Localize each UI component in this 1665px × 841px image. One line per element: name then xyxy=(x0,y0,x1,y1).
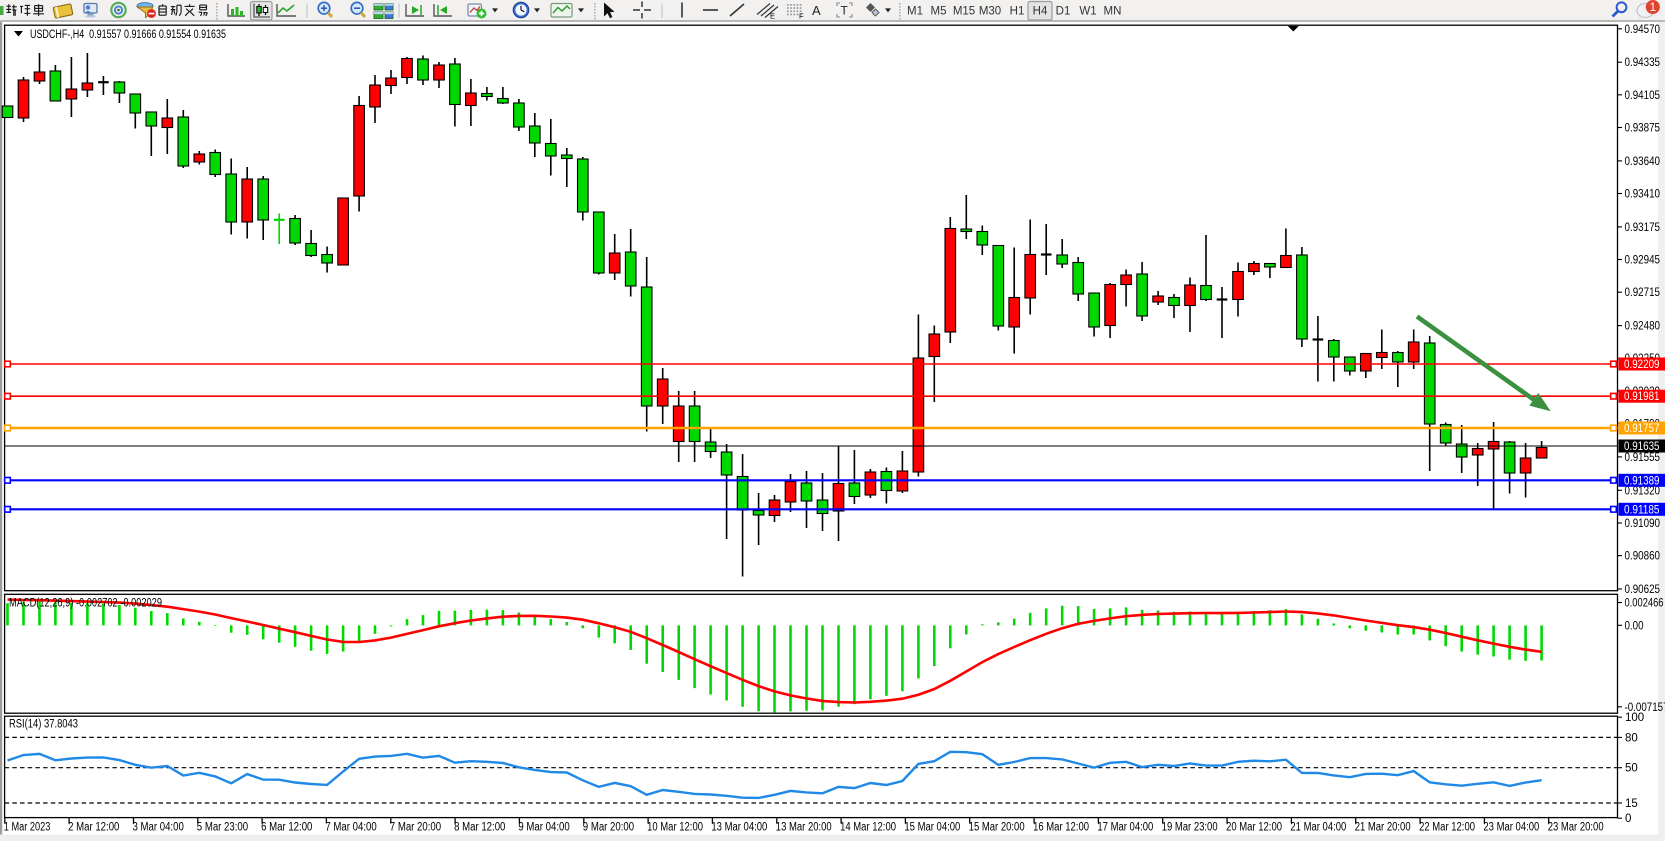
svg-text:RSI(14) 37.8043: RSI(14) 37.8043 xyxy=(9,719,78,731)
svg-text:0.002466: 0.002466 xyxy=(1625,598,1664,610)
svg-text:23 Mar 04:00: 23 Mar 04:00 xyxy=(1483,822,1539,834)
svg-text:0.93175: 0.93175 xyxy=(1625,222,1661,234)
svg-text:0.92715: 0.92715 xyxy=(1625,287,1661,299)
svg-text:0.94570: 0.94570 xyxy=(1625,24,1661,36)
svg-text:0.94335: 0.94335 xyxy=(1625,57,1661,69)
svg-text:H4: H4 xyxy=(1033,6,1048,18)
svg-text:MN: MN xyxy=(1104,6,1122,18)
svg-text:7 Mar 20:00: 7 Mar 20:00 xyxy=(390,822,441,834)
svg-text:USDCHF-,H4 0.91557 0.91666 0.: USDCHF-,H4 0.91557 0.91666 0.91554 0.916… xyxy=(30,29,226,41)
svg-text:-0.007157: -0.007157 xyxy=(1625,702,1665,714)
svg-text:0.91389: 0.91389 xyxy=(1624,475,1660,487)
svg-text:0: 0 xyxy=(1625,813,1631,825)
svg-text:0.91981: 0.91981 xyxy=(1624,391,1660,403)
svg-text:5 Mar 23:00: 5 Mar 23:00 xyxy=(197,822,248,834)
svg-text:13 Mar 04:00: 13 Mar 04:00 xyxy=(711,822,767,834)
svg-text:100: 100 xyxy=(1625,712,1644,724)
svg-text:9 Mar 04:00: 9 Mar 04:00 xyxy=(518,822,569,834)
svg-text:0.91185: 0.91185 xyxy=(1624,504,1660,516)
svg-text:0.90860: 0.90860 xyxy=(1625,551,1661,563)
svg-text:15 Mar 20:00: 15 Mar 20:00 xyxy=(969,822,1025,834)
svg-text:T: T xyxy=(841,4,849,18)
svg-text:7 Mar 04:00: 7 Mar 04:00 xyxy=(325,822,376,834)
svg-text:19 Mar 23:00: 19 Mar 23:00 xyxy=(1162,822,1218,834)
svg-text:M30: M30 xyxy=(979,6,1001,18)
svg-text:E: E xyxy=(770,12,775,21)
svg-text:H1: H1 xyxy=(1010,6,1025,18)
svg-text:F: F xyxy=(799,12,804,21)
svg-text:1: 1 xyxy=(1649,0,1656,14)
svg-text:21 Mar 04:00: 21 Mar 04:00 xyxy=(1290,822,1346,834)
svg-text:0.92480: 0.92480 xyxy=(1625,321,1661,333)
svg-text:17 Mar 04:00: 17 Mar 04:00 xyxy=(1097,822,1153,834)
svg-text:0.93640: 0.93640 xyxy=(1625,156,1661,168)
svg-text:10 Mar 12:00: 10 Mar 12:00 xyxy=(647,822,703,834)
svg-text:22 Mar 12:00: 22 Mar 12:00 xyxy=(1419,822,1475,834)
svg-text:W1: W1 xyxy=(1079,6,1096,18)
svg-text:M5: M5 xyxy=(931,6,947,18)
svg-text:2 Mar 12:00: 2 Mar 12:00 xyxy=(68,822,119,834)
svg-text:0.91320: 0.91320 xyxy=(1625,485,1661,497)
svg-text:A: A xyxy=(812,3,821,18)
svg-text:23 Mar 20:00: 23 Mar 20:00 xyxy=(1548,822,1604,834)
svg-text:0.90625: 0.90625 xyxy=(1625,584,1661,596)
svg-text:D1: D1 xyxy=(1056,6,1071,18)
svg-text:0.91555: 0.91555 xyxy=(1625,452,1661,464)
svg-text:50: 50 xyxy=(1625,763,1638,775)
svg-text:16 Mar 12:00: 16 Mar 12:00 xyxy=(1033,822,1089,834)
svg-text:21 Mar 20:00: 21 Mar 20:00 xyxy=(1355,822,1411,834)
svg-text:6 Mar 12:00: 6 Mar 12:00 xyxy=(261,822,312,834)
svg-text:0.91757: 0.91757 xyxy=(1624,423,1660,435)
svg-text:20 Mar 12:00: 20 Mar 12:00 xyxy=(1226,822,1282,834)
svg-text:0.00: 0.00 xyxy=(1625,620,1644,632)
svg-text:1 Mar 2023: 1 Mar 2023 xyxy=(4,822,51,834)
svg-text:M15: M15 xyxy=(953,6,975,18)
svg-text:3 Mar 04:00: 3 Mar 04:00 xyxy=(133,822,184,834)
svg-text:0.93875: 0.93875 xyxy=(1625,123,1661,135)
svg-text:8 Mar 12:00: 8 Mar 12:00 xyxy=(454,822,505,834)
svg-text:13 Mar 20:00: 13 Mar 20:00 xyxy=(776,822,832,834)
svg-text:0.91090: 0.91090 xyxy=(1625,518,1661,530)
svg-text:80: 80 xyxy=(1625,732,1638,744)
svg-text:0.92945: 0.92945 xyxy=(1625,255,1661,267)
svg-text:15: 15 xyxy=(1625,798,1638,810)
svg-text:15 Mar 04:00: 15 Mar 04:00 xyxy=(904,822,960,834)
svg-text:M1: M1 xyxy=(907,6,923,18)
svg-text:0.94105: 0.94105 xyxy=(1625,90,1661,102)
svg-text:14 Mar 12:00: 14 Mar 12:00 xyxy=(840,822,896,834)
svg-text:0.91635: 0.91635 xyxy=(1624,441,1660,453)
svg-text:0.93410: 0.93410 xyxy=(1625,189,1661,201)
svg-text:9 Mar 20:00: 9 Mar 20:00 xyxy=(583,822,634,834)
svg-text:0.92209: 0.92209 xyxy=(1624,359,1660,371)
svg-text:MACD(12,26,9) -0.002702 -0.002: MACD(12,26,9) -0.002702 -0.002029 xyxy=(9,598,162,610)
